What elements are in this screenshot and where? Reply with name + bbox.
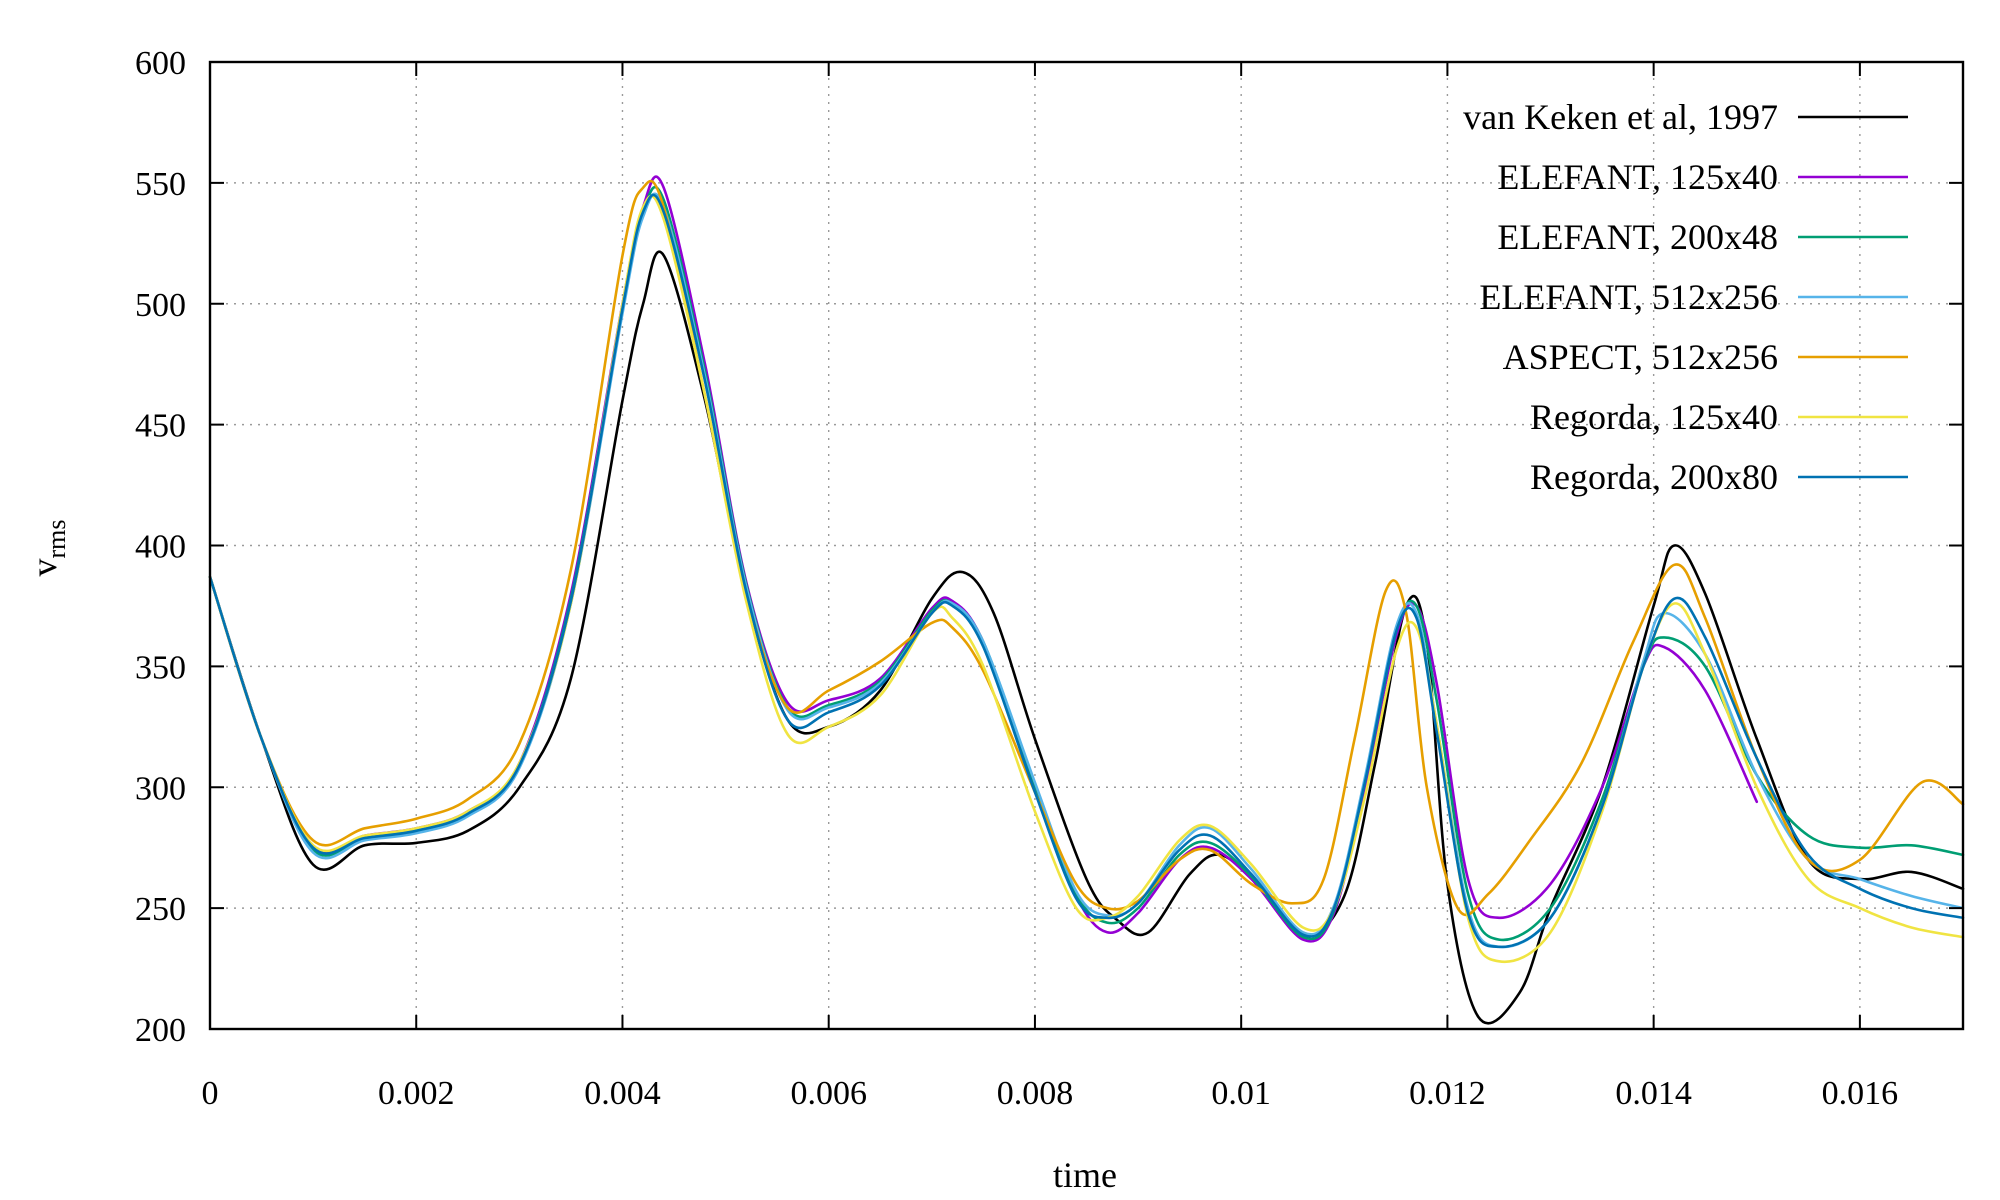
x-tick-label: 0.004 [584, 1075, 661, 1112]
y-tick-label: 600 [135, 45, 186, 82]
legend: van Keken et al, 1997 ELEFANT, 125x40 ELEF… [1463, 97, 1908, 497]
legend-entry-label: ASPECT, 512x256 [1503, 337, 1778, 377]
series-line-7 [208, 193, 1965, 949]
grid-lines [210, 62, 1963, 1029]
legend-entry-label: Regorda, 125x40 [1530, 397, 1778, 437]
series-lines [208, 175, 1965, 1025]
series-line-5 [208, 179, 1965, 917]
y-tick-label: 200 [135, 1012, 186, 1049]
legend-entry-label: ELEFANT, 512x256 [1479, 277, 1778, 317]
legend-entry-label: ELEFANT, 125x40 [1497, 157, 1778, 197]
legend-entry-label: van Keken et al, 1997 [1463, 97, 1778, 137]
x-tick-label: 0 [202, 1075, 219, 1112]
y-tick-label: 250 [135, 891, 186, 928]
x-tick-label: 0.006 [790, 1075, 867, 1112]
y-tick-label: 500 [135, 287, 186, 324]
y-tick-label: 550 [135, 166, 186, 203]
y-tick-label: 400 [135, 529, 186, 566]
x-tick-label: 0.01 [1211, 1075, 1271, 1112]
y-tick-label: 450 [135, 408, 186, 445]
x-tick-label: 0.008 [997, 1075, 1074, 1112]
legend-entry-label: ELEFANT, 200x48 [1497, 217, 1778, 257]
x-tick-label: 0.012 [1409, 1075, 1486, 1112]
x-tick-label: 0.002 [378, 1075, 455, 1112]
y-axis-label-main: v [24, 559, 64, 577]
y-axis-label-subscript: rms [42, 520, 71, 559]
x-tick-label: 0.014 [1615, 1075, 1692, 1112]
axis-ticks: 0 0.002 0.004 0.006 0.008 0.01 0.012 0.014 0.016… [135, 45, 1963, 1112]
y-tick-label: 300 [135, 770, 186, 807]
x-tick-label: 0.016 [1822, 1075, 1899, 1112]
y-tick-label: 350 [135, 649, 186, 686]
legend-entry-label: Regorda, 200x80 [1530, 457, 1778, 497]
x-axis-label: time [1053, 1155, 1117, 1195]
series-line-1 [208, 250, 1965, 1025]
y-axis-label: vrms [24, 520, 71, 577]
